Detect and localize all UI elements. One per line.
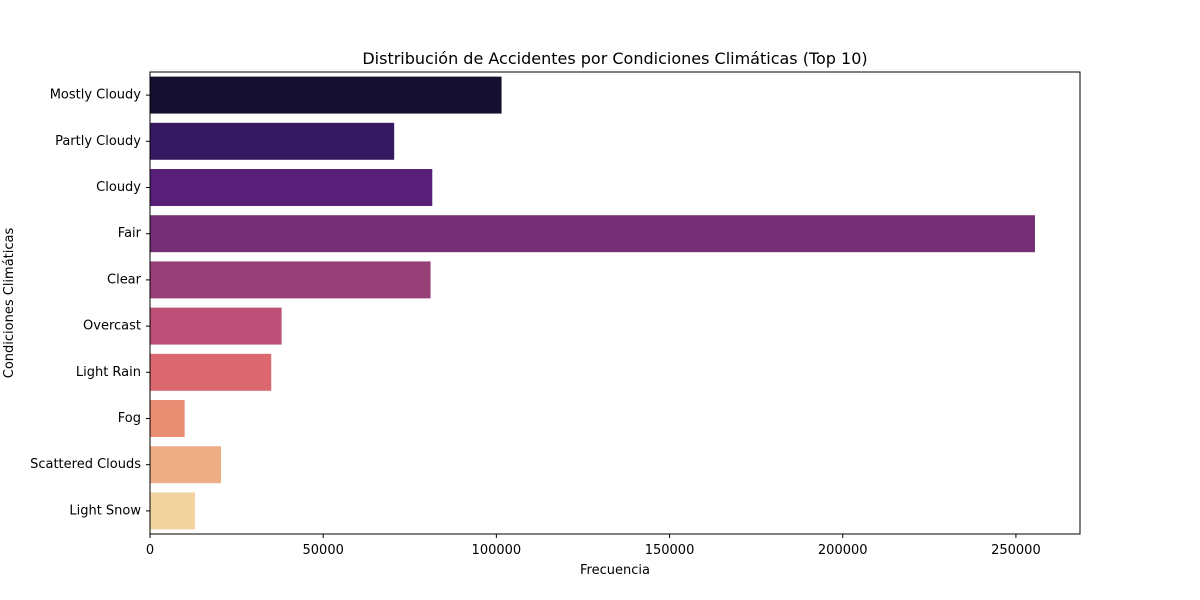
y-tick-label: Fair — [118, 226, 142, 241]
x-tick-label: 100000 — [472, 543, 522, 558]
y-tick-label: Partly Cloudy — [55, 134, 141, 149]
x-tick-label: 0 — [146, 543, 154, 558]
bar-overcast — [150, 307, 282, 345]
y-tick-label: Clear — [107, 272, 142, 287]
x-axis-label: Frecuencia — [580, 563, 650, 578]
y-tick-label: Mostly Cloudy — [50, 88, 142, 103]
chart-title: Distribución de Accidentes por Condicion… — [362, 49, 867, 68]
bar-clear — [150, 261, 431, 299]
x-tick-label: 50000 — [303, 543, 344, 558]
y-tick-label: Light Snow — [69, 503, 141, 518]
y-tick-label: Fog — [118, 411, 141, 426]
x-tick-label: 250000 — [991, 543, 1041, 558]
bar-partly-cloudy — [150, 122, 395, 160]
x-axis-ticks: 0 50000 100000 150000 200000 250000 — [146, 534, 1041, 558]
x-tick-label: 200000 — [818, 543, 868, 558]
y-axis-ticks: Mostly Cloudy Partly Cloudy Cloudy Fair Clea… — [30, 88, 150, 518]
x-tick-label: 150000 — [645, 543, 695, 558]
plot-frame — [149, 71, 1081, 535]
bar-fog — [150, 400, 185, 437]
bar-light-snow — [150, 492, 196, 530]
bar-light-rain — [150, 353, 272, 391]
bar-scattered-clouds — [150, 446, 222, 484]
y-axis-label: Condiciones Climáticas — [2, 228, 17, 379]
y-tick-label: Scattered Clouds — [30, 457, 141, 472]
y-tick-label: Cloudy — [96, 180, 141, 195]
y-tick-label: Light Rain — [76, 365, 141, 380]
bar-cloudy — [150, 169, 433, 206]
bar-mostly-cloudy — [150, 76, 502, 114]
y-tick-label: Overcast — [83, 319, 141, 334]
bars-group — [150, 76, 1035, 530]
bar-fair — [150, 215, 1035, 253]
